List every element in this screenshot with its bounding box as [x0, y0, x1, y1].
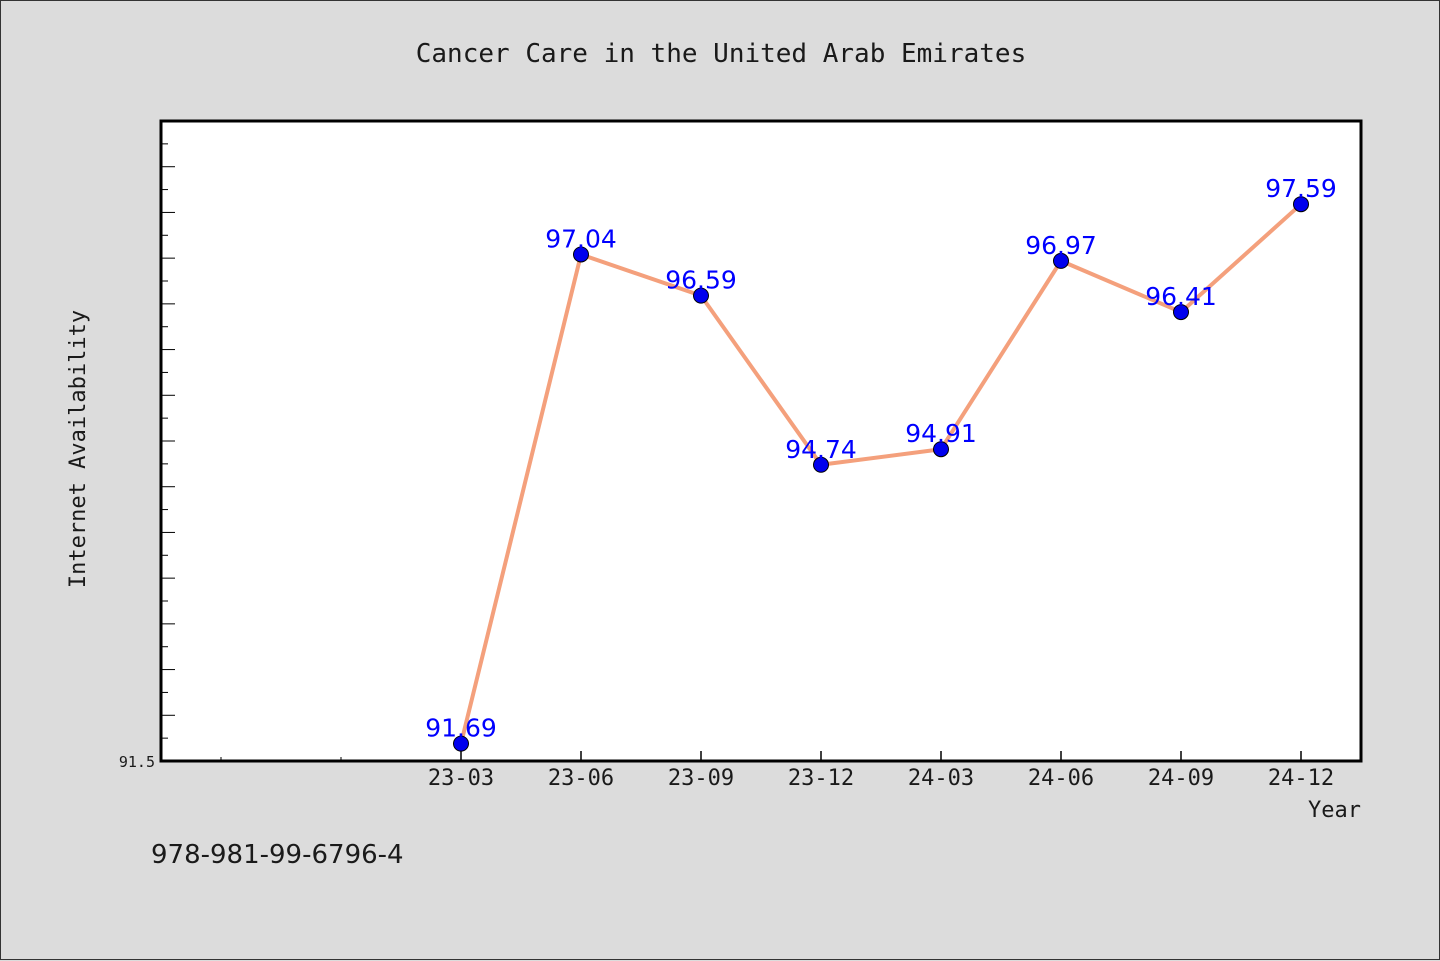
data-label: 96.41 — [1145, 282, 1217, 311]
x-tick-label: 23-09 — [668, 766, 734, 791]
data-point — [573, 246, 589, 263]
data-label: 94.91 — [905, 419, 977, 448]
data-label: 91.69 — [425, 714, 497, 743]
data-point — [813, 456, 829, 473]
data-point — [1293, 196, 1309, 213]
x-tick-label: 24-09 — [1148, 766, 1214, 791]
data-point — [1053, 252, 1069, 269]
x-tick-label: 23-12 — [788, 766, 854, 791]
x-tick-label: 23-06 — [548, 766, 614, 791]
data-label: 96.97 — [1025, 231, 1097, 260]
y-axis-label: Internet Availability — [66, 310, 91, 588]
chart-title: Cancer Care in the United Arab Emirates — [416, 39, 1026, 69]
x-axis-label: Year — [1308, 798, 1361, 823]
data-point — [693, 287, 709, 304]
data-point — [453, 735, 469, 752]
x-tick-label: 24-12 — [1268, 766, 1334, 791]
data-label: 96.59 — [665, 266, 737, 295]
data-labels: 91.69 97.04 96.59 94.74 94.91 96.97 96.41 97.59 — [425, 174, 1337, 742]
data-label: 94.74 — [785, 435, 857, 464]
series-line — [459, 202, 1303, 745]
x-axis-ticks — [220, 751, 1302, 761]
y-axis-ticks — [161, 120, 175, 762]
x-axis-tick-labels: 23-03 23-06 23-09 23-12 24-03 24-06 24-09 24-12 — [428, 766, 1334, 791]
data-label: 97.04 — [545, 224, 617, 253]
data-label: 97.59 — [1265, 174, 1337, 203]
x-tick-label: 24-03 — [908, 766, 974, 791]
x-tick-label: 23-03 — [428, 766, 494, 791]
x-tick-label: 24-06 — [1028, 766, 1094, 791]
footer-code: 978-981-99-6796-4 — [151, 840, 404, 870]
y-tick-label: 91.5 — [119, 753, 155, 771]
data-point — [933, 441, 949, 458]
data-point — [1173, 304, 1189, 321]
data-markers — [453, 196, 1309, 752]
plot-area — [159, 119, 1363, 763]
